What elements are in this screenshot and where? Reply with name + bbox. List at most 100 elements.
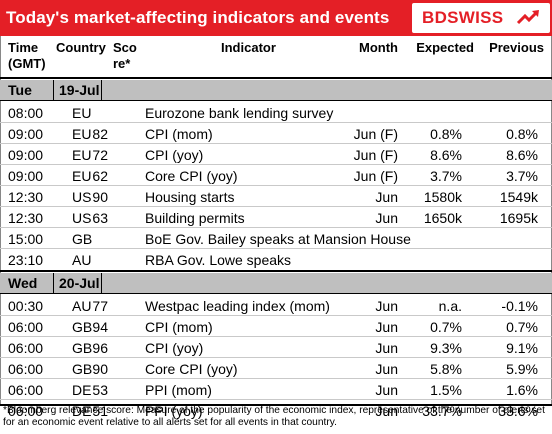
table-row: 15:00 GB BoE Gov. Bailey speaks at Mansion… bbox=[0, 228, 552, 249]
country-cell: GB bbox=[72, 340, 93, 356]
col-header-country: Country bbox=[56, 40, 106, 55]
score-cell: 94 bbox=[92, 319, 108, 335]
indicator-cell: CPI (mom) bbox=[145, 126, 213, 142]
country-cell: AU bbox=[72, 252, 92, 268]
table-row: 12:30 US 63 Building permits Jun 1650k 1695k bbox=[0, 207, 552, 228]
expected-cell: 1.5% bbox=[430, 382, 462, 398]
brand-logo: BDSWISS bbox=[412, 3, 550, 33]
row-divider bbox=[0, 185, 552, 186]
indicator-cell: Building permits bbox=[145, 210, 245, 226]
table-row: 09:00 EU 82 CPI (mom) Jun (F) 0.8% 0.8% bbox=[0, 123, 552, 144]
table-row: 09:00 EU 72 CPI (yoy) Jun (F) 8.6% 8.6% bbox=[0, 144, 552, 165]
table-row: 06:00 GB 94 CPI (mom) Jun 0.7% 0.7% bbox=[0, 316, 552, 337]
date-label: 20-Jul bbox=[59, 275, 100, 291]
table-row: 06:00 DE 51 PPI (yoy) Jun 33.7% 33.6% bbox=[0, 400, 552, 421]
indicator-cell: Core CPI (yoy) bbox=[145, 361, 238, 377]
day-label: Wed bbox=[8, 275, 38, 291]
month-cell: Jun bbox=[375, 382, 398, 398]
time-cell: 12:30 bbox=[8, 189, 44, 205]
row-divider bbox=[0, 248, 552, 249]
table-row: 00:30 AU 77 Westpac leading index (mom) Jun n… bbox=[0, 295, 552, 316]
score-cell: 62 bbox=[92, 168, 108, 184]
score-cell: 51 bbox=[92, 403, 108, 419]
day-band: Wed 20-Jul bbox=[0, 273, 552, 293]
indicator-cell: CPI (mom) bbox=[145, 319, 213, 335]
country-cell: GB bbox=[72, 231, 93, 247]
day-section-divider bbox=[0, 270, 552, 272]
indicator-cell: Housing starts bbox=[145, 189, 235, 205]
col-header-indicator: Indicator bbox=[221, 40, 276, 55]
page-title: Today's market-affecting indicators and … bbox=[6, 8, 390, 27]
score-cell: 90 bbox=[92, 189, 108, 205]
expected-cell: 33.7% bbox=[422, 403, 462, 419]
expected-cell: 1580k bbox=[423, 189, 462, 205]
previous-cell: 0.7% bbox=[506, 319, 538, 335]
date-box bbox=[53, 80, 102, 100]
expected-cell: 1650k bbox=[423, 210, 462, 226]
expected-cell: 3.7% bbox=[430, 168, 462, 184]
month-cell: Jun bbox=[375, 210, 398, 226]
country-cell: EU bbox=[72, 168, 92, 184]
row-divider bbox=[0, 315, 552, 316]
previous-cell: 3.7% bbox=[506, 168, 538, 184]
day-label: Tue bbox=[8, 82, 32, 98]
month-cell: Jun bbox=[375, 340, 398, 356]
time-cell: 09:00 bbox=[8, 168, 44, 184]
expected-cell: 5.8% bbox=[430, 361, 462, 377]
row-divider bbox=[0, 206, 552, 207]
date-box bbox=[53, 273, 102, 293]
time-cell: 12:30 bbox=[8, 210, 44, 226]
brand-logo-text: BDSWISS bbox=[422, 8, 504, 27]
col-header-time: Time (GMT) bbox=[8, 40, 46, 71]
date-label: 19-Jul bbox=[59, 82, 100, 98]
table-row: 06:00 GB 96 CPI (yoy) Jun 9.3% 9.1% bbox=[0, 337, 552, 358]
header-divider bbox=[0, 77, 552, 79]
indicator-cell: Core CPI (yoy) bbox=[145, 168, 238, 184]
indicator-cell: CPI (yoy) bbox=[145, 147, 204, 163]
previous-cell: -0.1% bbox=[501, 298, 538, 314]
month-cell: Jun (F) bbox=[353, 168, 398, 184]
score-cell: 63 bbox=[92, 210, 108, 226]
country-cell: DE bbox=[72, 403, 92, 419]
col-header-score: Sco re* bbox=[113, 40, 137, 71]
expected-cell: 9.3% bbox=[430, 340, 462, 356]
table-row: 09:00 EU 62 Core CPI (yoy) Jun (F) 3.7% 3.7% bbox=[0, 165, 552, 186]
logo-arrow-icon bbox=[516, 10, 539, 25]
time-cell: 23:10 bbox=[8, 252, 44, 268]
indicator-cell: BoE Gov. Bailey speaks at Mansion House bbox=[145, 231, 411, 247]
indicator-cell: Eurozone bank lending survey bbox=[145, 105, 334, 121]
country-cell: GB bbox=[72, 361, 93, 377]
day-band-divider bbox=[0, 293, 552, 294]
month-cell: Jun (F) bbox=[353, 126, 398, 142]
col-header-previous: Previous bbox=[489, 40, 544, 55]
indicator-cell: Westpac leading index (mom) bbox=[145, 298, 330, 314]
previous-cell: 0.8% bbox=[506, 126, 538, 142]
score-cell: 72 bbox=[92, 147, 108, 163]
expected-cell: 0.8% bbox=[430, 126, 462, 142]
month-cell: Jun bbox=[375, 298, 398, 314]
expected-cell: 0.7% bbox=[430, 319, 462, 335]
indicator-cell: PPI (mom) bbox=[145, 382, 212, 398]
country-cell: DE bbox=[72, 382, 92, 398]
row-divider bbox=[0, 122, 552, 123]
country-cell: US bbox=[72, 210, 92, 226]
time-cell: 06:00 bbox=[8, 403, 44, 419]
country-cell: EU bbox=[72, 126, 92, 142]
month-cell: Jun bbox=[375, 319, 398, 335]
row-divider bbox=[0, 143, 552, 144]
time-cell: 06:00 bbox=[8, 319, 44, 335]
country-cell: GB bbox=[72, 319, 93, 335]
header-bar: Today's market-affecting indicators and … bbox=[0, 0, 552, 36]
table-frame-left bbox=[0, 36, 1, 405]
previous-cell: 1.6% bbox=[506, 382, 538, 398]
table-row: 06:00 GB 90 Core CPI (yoy) Jun 5.8% 5.9% bbox=[0, 358, 552, 379]
country-cell: AU bbox=[72, 298, 92, 314]
day-band-divider bbox=[0, 100, 552, 101]
table-row: 06:00 DE 53 PPI (mom) Jun 1.5% 1.6% bbox=[0, 379, 552, 400]
row-divider bbox=[0, 378, 552, 379]
expected-cell: 8.6% bbox=[430, 147, 462, 163]
indicator-cell: RBA Gov. Lowe speaks bbox=[145, 252, 292, 268]
score-cell: 82 bbox=[92, 126, 108, 142]
time-cell: 06:00 bbox=[8, 382, 44, 398]
table-row: 12:30 US 90 Housing starts Jun 1580k 1549k bbox=[0, 186, 552, 207]
